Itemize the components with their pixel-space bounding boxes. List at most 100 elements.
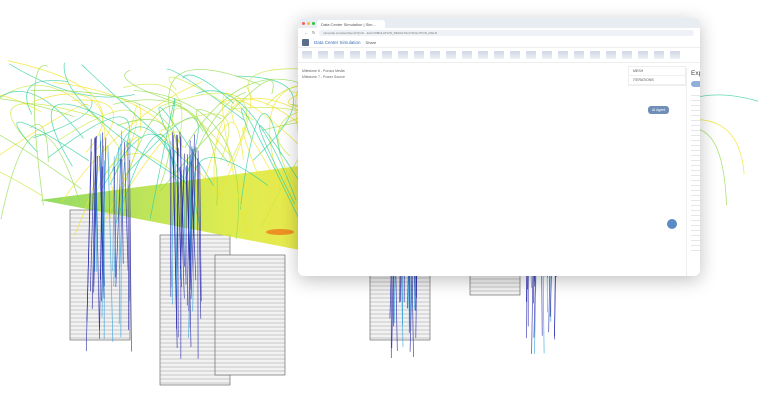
- toolbar-button[interactable]: [478, 51, 488, 59]
- streamline: [112, 156, 115, 272]
- streamline: [185, 167, 191, 261]
- streamline: [119, 162, 125, 269]
- toolbar-button[interactable]: [350, 51, 360, 59]
- maximize-window-icon[interactable]: [312, 21, 315, 25]
- streamline: [93, 135, 97, 293]
- streamline: [121, 159, 124, 264]
- tree-item[interactable]: Milestone 6 - Porous Media: [302, 69, 345, 73]
- streamline: [168, 76, 254, 121]
- back-icon[interactable]: ←: [304, 30, 308, 35]
- streamline: [166, 68, 244, 121]
- app-header: Data Center Simulation Share: [298, 37, 700, 48]
- streamline: [114, 166, 116, 278]
- toolbar-button[interactable]: [590, 51, 600, 59]
- iterations-section[interactable]: ITERATIONS: [629, 76, 685, 85]
- streamline: [182, 74, 235, 104]
- streamline: [107, 145, 114, 342]
- streamline: [95, 165, 98, 272]
- chat-button[interactable]: [667, 219, 677, 229]
- streamline: [172, 135, 177, 330]
- streamline: [214, 85, 251, 205]
- streamline: [128, 138, 131, 301]
- toolbar-button[interactable]: [542, 51, 552, 59]
- toolbar-button[interactable]: [526, 51, 536, 59]
- streamline: [0, 98, 75, 117]
- toolbar-button[interactable]: [462, 51, 472, 59]
- toolbar-button[interactable]: [622, 51, 632, 59]
- toolbar-button[interactable]: [510, 51, 520, 59]
- streamline: [47, 116, 130, 185]
- streamline: [63, 62, 184, 181]
- streamline: [133, 89, 239, 240]
- streamline: [241, 108, 299, 218]
- toolbar-button[interactable]: [430, 51, 440, 59]
- toolbar-button[interactable]: [574, 51, 584, 59]
- tree-item[interactable]: Milestone 7 - Power Source: [302, 75, 345, 79]
- toolbar-button[interactable]: [318, 51, 328, 59]
- toolbar-button[interactable]: [446, 51, 456, 59]
- project-title: Data Center Simulation: [314, 39, 361, 45]
- streamline: [123, 141, 129, 271]
- streamline: [159, 132, 220, 193]
- toolbar-button[interactable]: [638, 51, 648, 59]
- simulation-tree: Milestone 6 - Porous Media Milestone 7 -…: [302, 68, 345, 80]
- toolbar-button[interactable]: [558, 51, 568, 59]
- toolbar-button[interactable]: [398, 51, 408, 59]
- toolbar-button[interactable]: [654, 51, 664, 59]
- explore-button[interactable]: [691, 81, 700, 87]
- explore-header: Explore...: [691, 70, 700, 77]
- streamline: [101, 145, 105, 317]
- mesh-section[interactable]: MESH: [629, 67, 685, 76]
- toolbar-button[interactable]: [366, 51, 376, 59]
- streamline: [189, 134, 195, 291]
- toolbar-button[interactable]: [302, 51, 312, 59]
- streamline: [33, 100, 93, 139]
- streamline: [113, 99, 218, 206]
- streamline: [168, 68, 261, 126]
- toolbar-button[interactable]: [494, 51, 504, 59]
- streamline: [196, 90, 297, 201]
- streamline: [177, 134, 179, 338]
- streamline: [8, 63, 135, 98]
- toolbar-button[interactable]: [334, 51, 344, 59]
- streamline: [179, 131, 185, 267]
- streamline: [149, 98, 176, 219]
- streamline: [169, 149, 172, 297]
- streamline: [127, 143, 129, 331]
- streamline: [16, 121, 89, 162]
- streamline: [0, 94, 42, 113]
- toolbar-button[interactable]: [382, 51, 392, 59]
- toolbar-button[interactable]: [606, 51, 616, 59]
- streamline: [174, 164, 178, 298]
- streamline: [86, 151, 92, 322]
- toolbar-button[interactable]: [670, 51, 680, 59]
- tab-bar: Data Center Simulation | Sim...: [298, 18, 700, 28]
- explore-panel: Explore...: [686, 68, 700, 276]
- reload-icon[interactable]: ↻: [312, 30, 316, 35]
- streamline: [159, 80, 274, 192]
- streamline: [259, 125, 320, 214]
- streamline: [99, 156, 105, 299]
- app-logo: [302, 38, 309, 46]
- streamline: [123, 83, 183, 156]
- streamline: [33, 65, 48, 206]
- streamline: [242, 127, 281, 190]
- streamline: [186, 154, 192, 347]
- streamline: [30, 89, 179, 148]
- streamline: [183, 169, 186, 276]
- streamline: [194, 122, 244, 216]
- streamline: [222, 93, 249, 236]
- streamline: [113, 147, 119, 287]
- streamline: [190, 161, 197, 281]
- streamline: [72, 99, 114, 150]
- toolbar-button[interactable]: [414, 51, 424, 59]
- minimize-window-icon[interactable]: [307, 21, 310, 25]
- ai-agent-button[interactable]: AI Agent: [648, 106, 670, 114]
- close-window-icon[interactable]: [302, 21, 305, 25]
- streamline: [10, 103, 98, 145]
- url-input[interactable]: simscale.com/workbench?pid=...&mt=SIMULA…: [319, 29, 694, 36]
- browser-tab[interactable]: Data Center Simulation | Sim...: [317, 20, 385, 28]
- streamline: [0, 104, 89, 156]
- streamline: [277, 110, 305, 191]
- share-button[interactable]: Share: [365, 39, 377, 45]
